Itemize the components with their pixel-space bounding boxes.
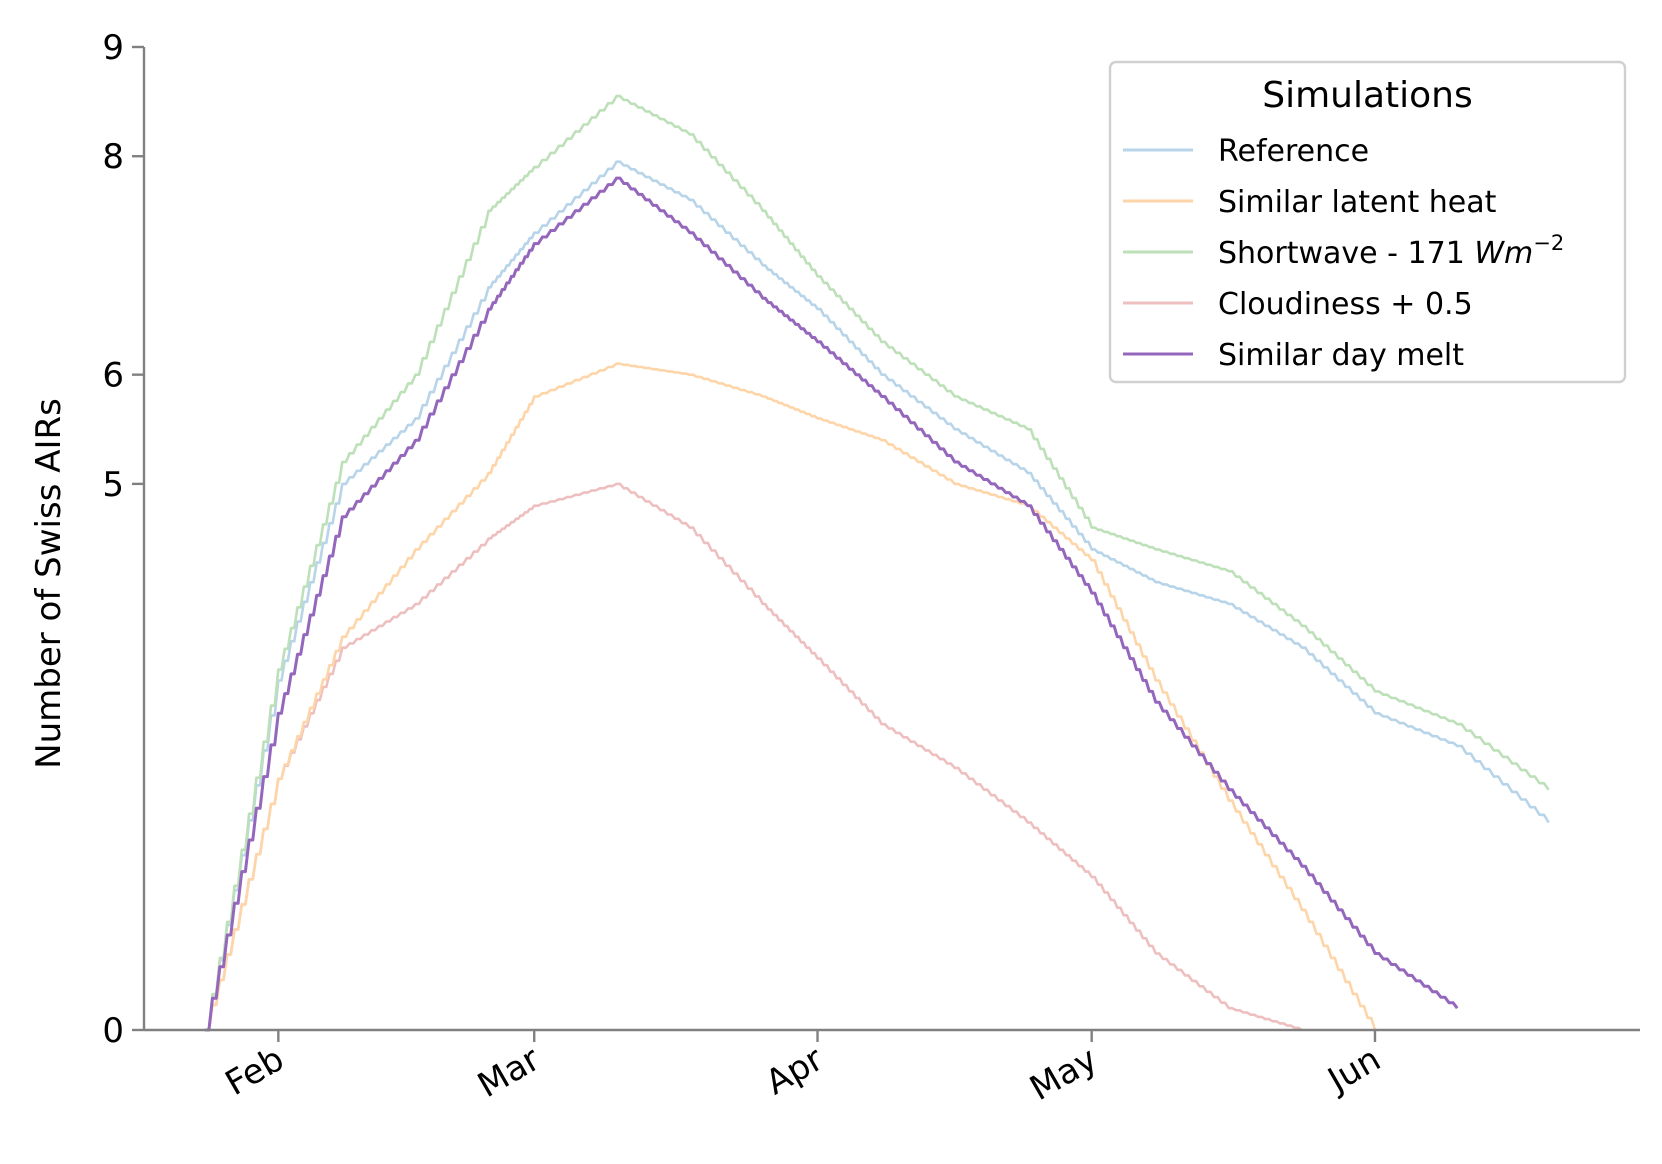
y-axis-title: Number of Swiss AIRs (29, 398, 69, 769)
legend-title: Simulations (1262, 75, 1473, 116)
x-ticks: Feb Mar Apr May Jun (219, 1030, 1388, 1109)
series-line-reference (205, 160, 1550, 1032)
y-tick-label: 5 (102, 465, 124, 505)
x-tick-label: Mar (471, 1039, 547, 1106)
x-tick-label: May (1023, 1039, 1104, 1109)
legend-label: Similar latent heat (1218, 185, 1497, 220)
series-line-similar-day-melt (205, 176, 1459, 1032)
series-layer (205, 94, 1550, 1032)
legend-label: Similar day melt (1218, 338, 1464, 373)
legend-label: Reference (1218, 134, 1369, 169)
legend-label-sup: −2 (1533, 231, 1564, 255)
y-tick-label: 6 (102, 356, 124, 396)
x-tick-label: Feb (219, 1039, 291, 1104)
y-ticks: 0 5 6 8 9 (102, 28, 144, 1051)
x-tick-label: Apr (759, 1039, 830, 1103)
series-line-shortwave-171-w-m-2 (205, 94, 1550, 1032)
series-line-cloudiness-0-5 (205, 482, 1303, 1032)
series-line-similar-latent-heat (205, 362, 1377, 1032)
y-tick-label: 9 (102, 28, 124, 68)
legend-frame (1108, 60, 1627, 384)
legend: Simulations Reference Similar latent heat… (1108, 60, 1627, 384)
legend-label: Cloudiness + 0.5 (1218, 287, 1473, 322)
legend-entries: Reference Similar latent heat Shortwave - … (1123, 134, 1564, 373)
legend-label-text: Shortwave - 171 (1218, 236, 1474, 271)
axes-layer (142, 47, 1640, 1032)
y-tick-label: 0 (102, 1011, 124, 1051)
legend-label: Shortwave - 171 Wm−2 (1218, 231, 1564, 271)
legend-label-math: Wm (1474, 236, 1533, 271)
x-tick-label: Jun (1320, 1039, 1388, 1101)
y-tick-label: 8 (102, 137, 124, 177)
